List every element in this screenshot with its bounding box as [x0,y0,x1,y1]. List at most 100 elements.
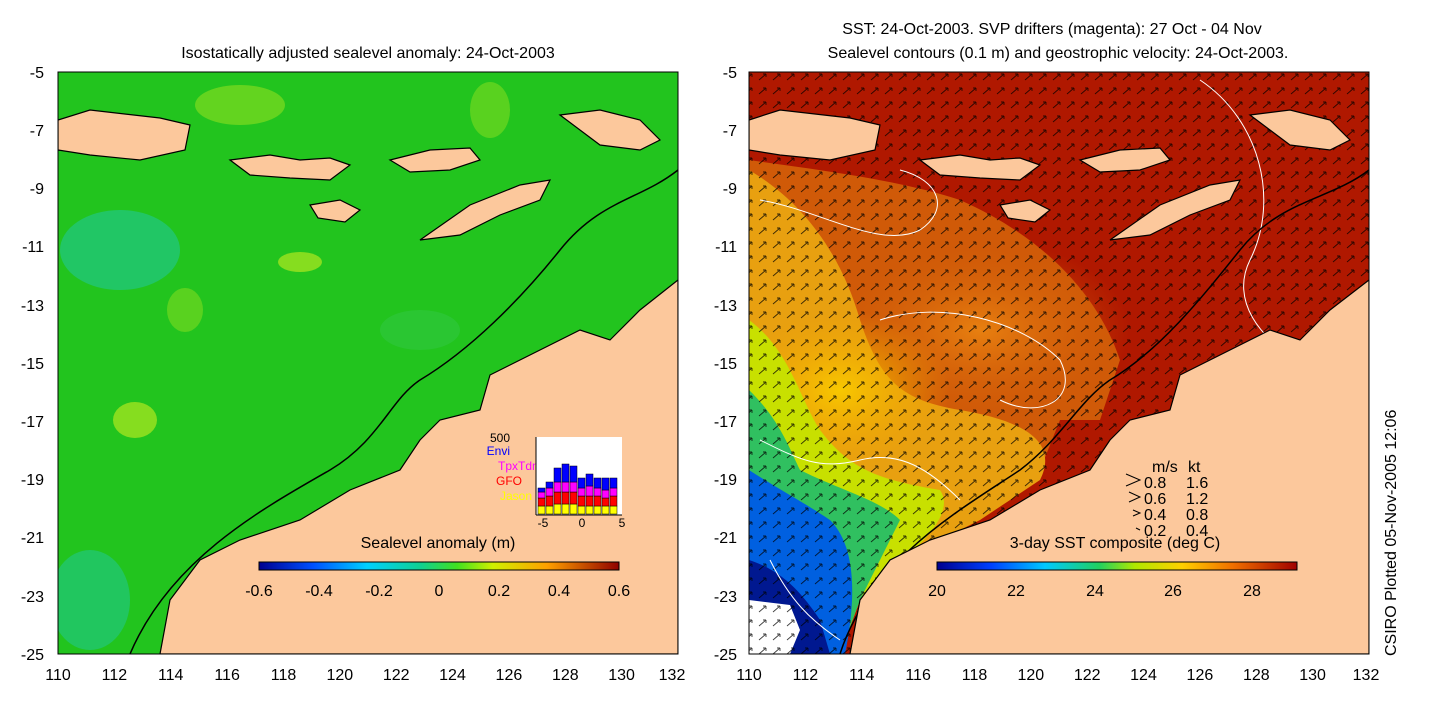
left-x-tick: 120 [326,667,353,684]
left-colorbar-tick: 0.2 [488,583,510,600]
inset-bar-segment [553,491,562,505]
inset-bar-segment [537,505,546,515]
left-y-tick: -13 [21,298,44,315]
left-anomaly-patch [167,288,203,332]
left-x-tick: 112 [102,667,128,684]
right-x-axis: 110 112 114 116 118 120 122 124 126 128 … [736,667,1379,684]
inset-bar-segment [569,465,578,483]
right-land-timor [1109,179,1242,241]
right-colorbar-tick: 28 [1243,583,1261,600]
left-colorbar-tick: -0.6 [245,583,273,600]
right-land-java [749,109,881,161]
velocity-legend-arrow [1132,509,1142,517]
inset-bar-segment [561,481,570,493]
inset-bar-segment [601,489,610,499]
inset-bar-segment [609,505,618,515]
left-panel-title: Isostatically adjusted sealevel anomaly:… [181,45,555,62]
inset-legend-envi: Envi [487,444,510,458]
inset-bar-segment [561,491,570,505]
right-y-tick: -25 [714,647,737,664]
right-x-tick: 118 [962,667,988,684]
left-colorbar-tick: 0.4 [548,583,570,600]
left-x-axis: 110 112 114 116 118 120 122 124 126 128 … [45,667,685,684]
velocity-legend-kt: 1.6 [1186,475,1208,492]
left-colorbar-title: Sealevel anomaly (m) [361,535,516,552]
inset-bar-segment [601,477,610,491]
left-y-tick: -5 [30,65,44,82]
inset-bar-segment [577,505,586,515]
inset-bar-segment [577,487,586,497]
left-land-sumba [309,199,362,223]
left-y-tick: -25 [21,647,44,664]
left-x-tick: 132 [659,667,686,684]
right-y-axis: -5 -7 -9 -11 -13 -15 -17 -19 -21 -23 -25 [714,65,737,664]
left-x-tick: 122 [383,667,410,684]
velocity-legend-arrow [1128,491,1142,503]
inset-bar-segment [569,503,578,515]
right-land-sumba [999,199,1052,223]
left-y-tick: -15 [21,356,44,373]
inset-bar-segment [593,477,602,489]
inset-x-tick: -5 [538,516,549,530]
right-colorbar-title: 3-day SST composite (deg C) [1010,535,1220,552]
right-colorbar-ramp [936,561,1298,571]
left-colorbar-tick: -0.2 [365,583,393,600]
velocity-legend-ms: 0.6 [1144,491,1166,508]
inset-bar-segment [601,497,610,507]
right-shelf-contour [839,169,1369,654]
right-y-tick: -11 [715,239,737,256]
right-y-tick: -7 [723,123,737,140]
inset-bar-segment [601,505,610,515]
left-anomaly-patch [195,85,285,125]
left-colorbar-ramp [258,561,620,571]
right-y-tick: -13 [714,298,737,315]
left-land-timor [419,179,552,241]
velocity-legend-arrow [1135,527,1141,531]
right-land-islands [1078,147,1172,173]
right-x-tick: 112 [793,667,819,684]
left-map [58,72,678,654]
inset-bar-segment [561,503,570,515]
left-x-tick: 114 [158,667,184,684]
right-x-tick: 120 [1017,667,1044,684]
right-x-tick: 116 [905,667,931,684]
inset-bar-segment [585,495,594,507]
inset-bars [537,463,618,515]
left-colorbar-tick: 0 [435,583,444,600]
inset-bar-segment [609,477,618,489]
right-colorbar-tick: 26 [1164,583,1182,600]
inset-bar-segment [553,481,562,493]
right-y-tick: -9 [723,181,737,198]
right-x-tick: 132 [1353,667,1380,684]
inset-bar-segment [545,487,554,497]
left-anomaly-patch [60,210,180,290]
velocity-legend-header-ms: m/s [1152,459,1178,476]
inset-bar-segment [545,481,554,489]
left-y-tick: -7 [30,123,44,140]
right-land-australia [849,279,1369,654]
right-panel-title-line1: SST: 24-Oct-2003. SVP drifters (magenta)… [842,21,1261,38]
inset-bar-segment [609,487,618,497]
left-land-java [58,109,191,161]
right-colorbar-tick: 24 [1086,583,1104,600]
velocity-legend-arrow [1125,473,1142,487]
velocity-legend: m/s kt 0.8 1.6 0.6 1.2 0.4 0.8 0.2 0.4 [1125,459,1208,540]
left-x-tick: 130 [608,667,635,684]
left-colorbar-tick: 0.6 [608,583,630,600]
inset-bar-segment [553,503,562,515]
inset-bar-segment [585,485,594,497]
left-colorbar: Sealevel anomaly (m) -0.6 -0.4 -0.2 0 0.… [245,535,630,600]
inset-bar-segment [553,467,562,483]
inset-legend-gfo: GFO [496,474,522,488]
left-y-tick: -19 [21,472,44,489]
right-panel-title-line2: Sealevel contours (0.1 m) and geostrophi… [828,45,1289,62]
right-x-tick: 122 [1074,667,1101,684]
inset-bar-segment [537,487,546,493]
right-x-tick: 124 [1130,667,1157,684]
left-land-australia [159,279,678,654]
right-y-tick: -17 [714,414,737,431]
inset-ymax-label: 500 [490,431,510,445]
left-anomaly-patch [380,310,460,350]
right-map-frame [748,71,1370,655]
